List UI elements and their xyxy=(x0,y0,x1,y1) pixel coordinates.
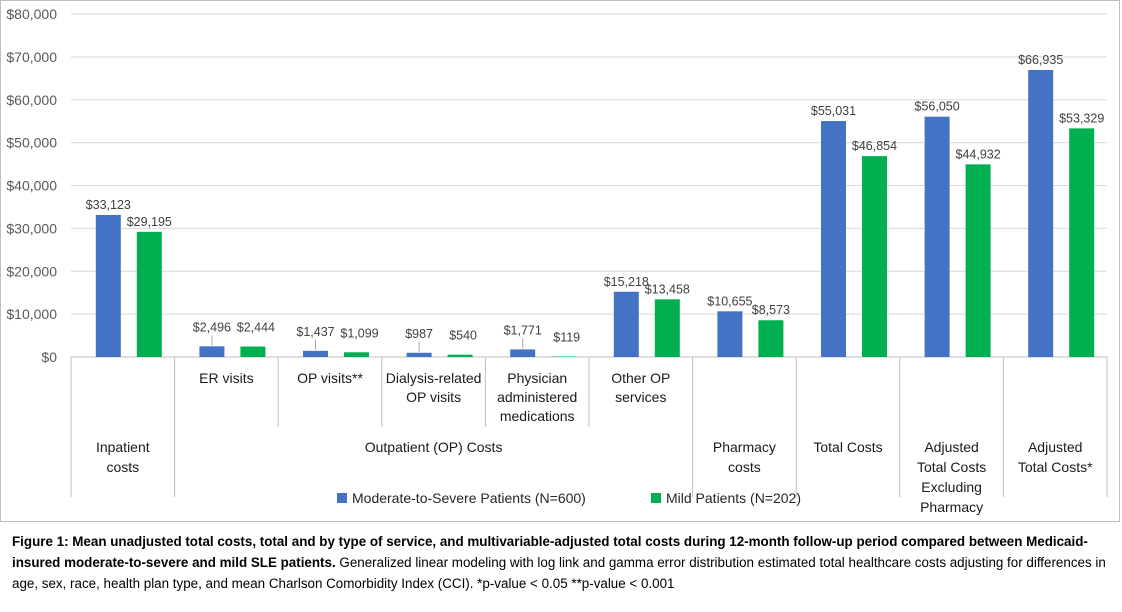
group-label: Inpatient xyxy=(96,439,150,455)
y-tick-label: $50,000 xyxy=(6,135,57,151)
category-label: medications xyxy=(500,408,575,424)
bar-mild xyxy=(551,356,577,357)
bar-mild xyxy=(654,299,680,357)
group-label: Total Costs xyxy=(813,439,882,455)
bar-mild xyxy=(965,164,991,357)
data-label: $55,031 xyxy=(811,104,856,118)
data-label: $2,444 xyxy=(237,321,275,335)
category-label: ER visits xyxy=(199,370,253,386)
y-tick-label: $30,000 xyxy=(6,220,57,236)
y-tick-label: $40,000 xyxy=(6,178,57,194)
data-label: $1,437 xyxy=(296,325,334,339)
bar-mild xyxy=(1069,128,1095,357)
category-label: services xyxy=(615,389,666,405)
bar-mild xyxy=(862,156,887,357)
category-label: OP visits** xyxy=(297,370,363,386)
data-label: $987 xyxy=(405,327,433,341)
y-tick-label: $10,000 xyxy=(6,306,57,322)
bar-moderate-severe xyxy=(510,349,536,357)
data-label: $8,573 xyxy=(752,303,790,317)
data-label: $13,458 xyxy=(645,282,690,296)
data-label: $10,655 xyxy=(707,294,752,308)
group-label: costs xyxy=(728,459,761,475)
bar-chart: $0 $10,000 $20,000 $30,000 $40,000 $50,000 $60… xyxy=(6,6,1108,515)
data-label: $46,854 xyxy=(852,139,897,153)
data-label: $119 xyxy=(553,330,580,344)
y-tick-label: $0 xyxy=(41,349,57,365)
data-label: $1,099 xyxy=(340,326,378,340)
bar-moderate-severe xyxy=(406,352,432,357)
bar-moderate-severe xyxy=(303,350,328,357)
legend-label: Mild Patients (N=202) xyxy=(666,490,801,506)
bar-mild xyxy=(447,354,473,357)
bar-mild xyxy=(758,320,784,357)
bar-moderate-severe xyxy=(717,311,743,357)
data-label: $56,050 xyxy=(915,100,960,114)
bar-mild xyxy=(240,346,266,357)
y-tick-label: $60,000 xyxy=(6,92,57,108)
group-label: Total Costs* xyxy=(1018,459,1093,475)
group-label: Total Costs xyxy=(917,459,986,475)
data-label: $44,932 xyxy=(956,147,1001,161)
data-label: $1,771 xyxy=(504,323,542,337)
category-label: administered xyxy=(497,389,577,405)
data-label: $29,195 xyxy=(127,215,172,229)
category-label: Other OP xyxy=(611,370,670,386)
legend-swatch xyxy=(651,493,661,503)
data-label: $53,329 xyxy=(1059,111,1104,125)
figure-caption: Figure 1: Mean unadjusted total costs, t… xyxy=(12,531,1112,594)
group-label: Excluding xyxy=(921,479,982,495)
data-label: $540 xyxy=(449,329,477,343)
group-label: Adjusted xyxy=(924,439,978,455)
data-label: $15,218 xyxy=(604,275,649,289)
bar-moderate-severe xyxy=(1028,70,1054,358)
bar-moderate-severe xyxy=(821,121,846,357)
caption-text: Generalized linear modeling with log lin… xyxy=(12,555,1106,591)
data-label: $33,123 xyxy=(86,198,131,212)
group-label: Outpatient (OP) Costs xyxy=(365,439,503,455)
category-label: OP visits xyxy=(406,389,461,405)
legend-swatch xyxy=(337,493,347,503)
bar-moderate-severe xyxy=(199,346,225,357)
legend-label: Moderate-to-Severe Patients (N=600) xyxy=(352,490,586,506)
bar-moderate-severe xyxy=(613,291,639,357)
group-label: Pharmacy xyxy=(920,499,983,515)
group-label: costs xyxy=(106,459,139,475)
group-label: Adjusted xyxy=(1028,439,1082,455)
category-label: Physician xyxy=(507,370,567,386)
category-label: Dialysis-related xyxy=(386,370,482,386)
bar-mild xyxy=(344,352,369,357)
y-tick-label: $80,000 xyxy=(6,6,57,22)
y-tick-label: $20,000 xyxy=(6,263,57,279)
group-label: Pharmacy xyxy=(713,439,776,455)
bar-mild xyxy=(136,231,162,357)
bar-moderate-severe xyxy=(95,214,121,357)
y-tick-label: $70,000 xyxy=(6,49,57,65)
data-label: $66,935 xyxy=(1018,53,1063,67)
bar-moderate-severe xyxy=(924,116,950,357)
chart-frame: $0 $10,000 $20,000 $30,000 $40,000 $50,000 $60… xyxy=(0,0,1120,522)
caption-bold: Figure 1: Mean unadjusted total costs, t… xyxy=(12,534,1088,570)
data-label: $2,496 xyxy=(193,320,231,334)
